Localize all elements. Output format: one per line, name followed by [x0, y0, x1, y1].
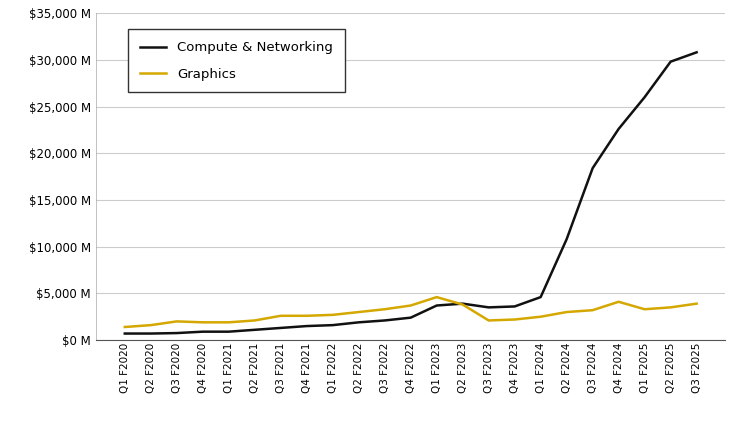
- Compute & Networking: [121, 331, 130, 336]
- Compute & Networking: [380, 318, 389, 323]
- Graphics: [121, 324, 130, 330]
- Compute & Networking: [640, 95, 649, 100]
- Compute & Networking: [666, 59, 675, 64]
- Line: Graphics: Graphics: [125, 297, 696, 327]
- Graphics: [147, 323, 155, 328]
- Graphics: [354, 310, 363, 315]
- Line: Compute & Networking: Compute & Networking: [125, 52, 696, 334]
- Graphics: [614, 299, 623, 304]
- Graphics: [276, 313, 285, 318]
- Graphics: [640, 307, 649, 312]
- Graphics: [458, 302, 467, 307]
- Graphics: [692, 301, 701, 306]
- Compute & Networking: [198, 329, 207, 334]
- Compute & Networking: [406, 315, 415, 320]
- Graphics: [250, 318, 259, 323]
- Compute & Networking: [329, 323, 337, 328]
- Compute & Networking: [510, 304, 519, 309]
- Graphics: [484, 318, 493, 323]
- Compute & Networking: [224, 329, 233, 334]
- Graphics: [329, 312, 337, 317]
- Compute & Networking: [562, 237, 571, 242]
- Compute & Networking: [276, 325, 285, 330]
- Graphics: [432, 294, 441, 300]
- Graphics: [666, 305, 675, 310]
- Graphics: [510, 317, 519, 322]
- Graphics: [406, 303, 415, 308]
- Legend: Compute & Networking, Graphics: Compute & Networking, Graphics: [128, 30, 345, 92]
- Graphics: [380, 307, 389, 312]
- Compute & Networking: [354, 320, 363, 325]
- Graphics: [198, 320, 207, 325]
- Compute & Networking: [172, 330, 181, 336]
- Compute & Networking: [432, 303, 441, 308]
- Graphics: [588, 307, 597, 313]
- Graphics: [562, 310, 571, 315]
- Graphics: [536, 314, 545, 319]
- Compute & Networking: [536, 294, 545, 300]
- Compute & Networking: [484, 305, 493, 310]
- Compute & Networking: [303, 324, 312, 329]
- Graphics: [172, 319, 181, 324]
- Compute & Networking: [692, 50, 701, 55]
- Graphics: [303, 313, 312, 318]
- Compute & Networking: [458, 301, 467, 306]
- Compute & Networking: [147, 331, 155, 336]
- Compute & Networking: [250, 327, 259, 332]
- Graphics: [224, 320, 233, 325]
- Compute & Networking: [588, 166, 597, 171]
- Compute & Networking: [614, 126, 623, 132]
